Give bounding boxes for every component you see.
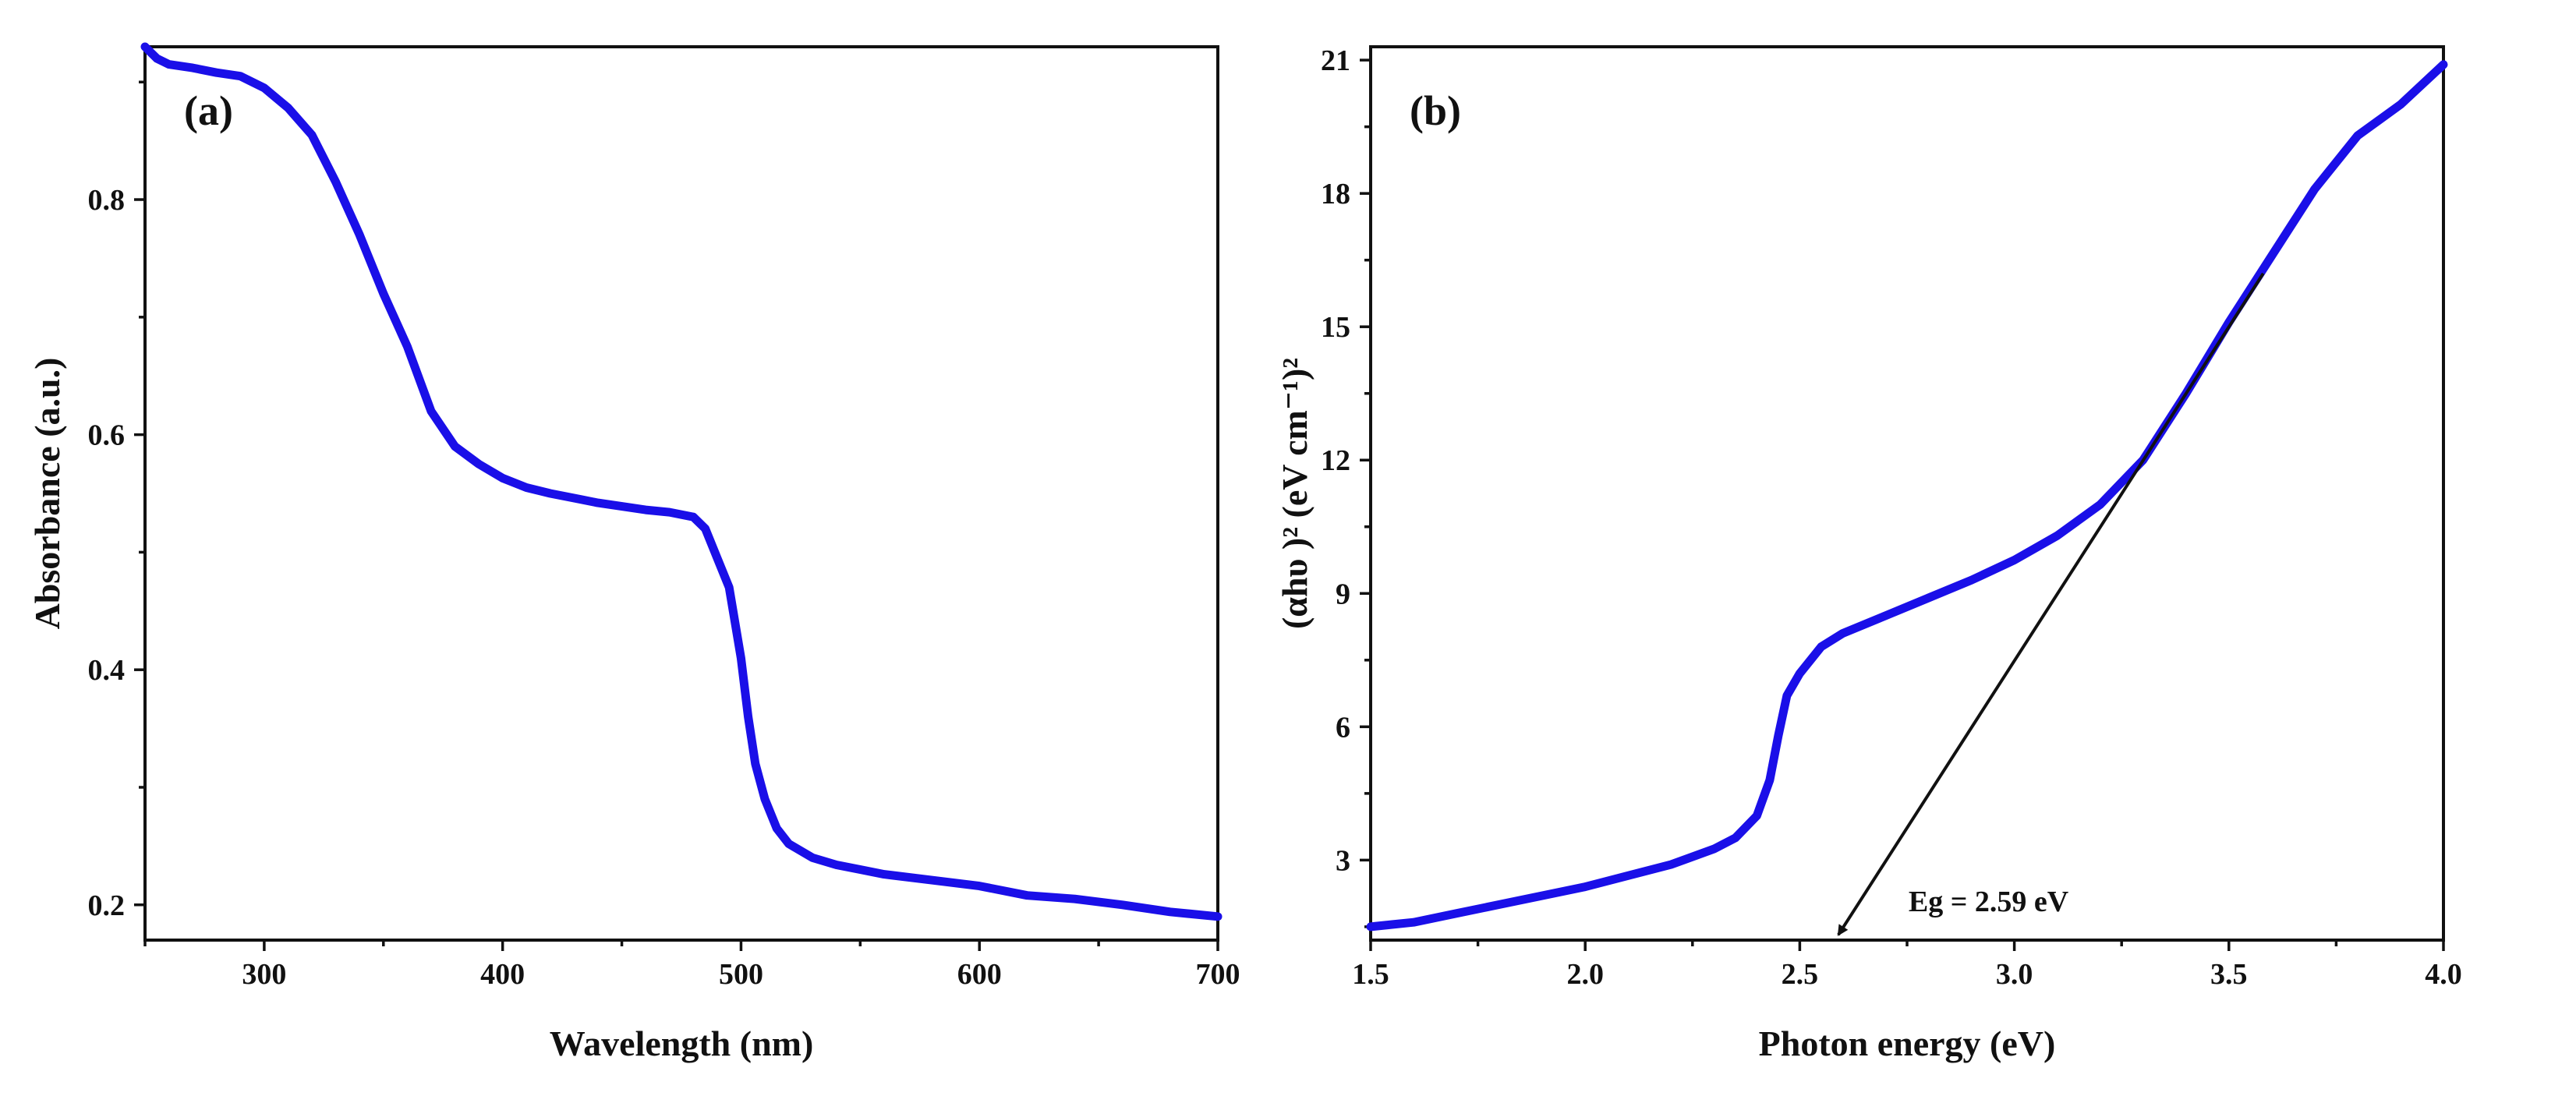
y-tick-label: 9 — [1336, 578, 1350, 610]
x-tick-label: 700 — [1196, 958, 1240, 991]
panel-b-y-ticks: 3 6 9 12 15 18 21 — [1321, 44, 1371, 928]
panel-a-x-ticks: 300 400 500 600 700 — [143, 940, 1240, 991]
x-tick-label: 500 — [719, 958, 763, 991]
x-tick-label: 300 — [242, 958, 286, 991]
panel-a-plot-frame — [143, 45, 1219, 942]
y-tick-label: 3 — [1336, 844, 1350, 877]
x-tick-label: 2.5 — [1782, 958, 1819, 991]
panel-b-chart: 1.5 2.0 2.5 3.0 3.5 4.0 3 6 9 12 15 18 21 Eg = 2.59… — [1275, 44, 2462, 1063]
panel-b-tauc-curve — [1366, 60, 2448, 932]
x-tick-label: 1.5 — [1352, 958, 1389, 991]
panel-b-x-ticks: 1.5 2.0 2.5 3.0 3.5 4.0 — [1352, 940, 2462, 991]
panel-a-absorbance-curve — [140, 42, 1223, 921]
panel-b-bandgap-extrapolation-arrow — [1837, 272, 2265, 936]
panel-a-x-axis-title: Wavelength (nm) — [550, 1024, 814, 1063]
y-tick-label: 12 — [1321, 444, 1350, 477]
y-tick-label: 0.6 — [88, 419, 126, 452]
y-tick-label: 18 — [1321, 178, 1350, 210]
x-tick-label: 600 — [957, 958, 1002, 991]
panel-b-bandgap-annotation: Eg = 2.59 eV — [1909, 886, 2069, 918]
panel-b-y-axis-title: (αhυ )² (eV cm⁻¹)² — [1275, 358, 1315, 629]
y-tick-label: 6 — [1336, 711, 1350, 744]
panel-b-label: (b) — [1410, 87, 1461, 134]
y-tick-label: 15 — [1321, 311, 1350, 344]
x-tick-label: 2.0 — [1566, 958, 1604, 991]
y-tick-label: 0.2 — [88, 889, 126, 922]
panel-a-label: (a) — [184, 87, 233, 134]
panel-a-y-ticks: 0.2 0.4 0.6 0.8 — [88, 80, 145, 922]
panel-b-plot-frame — [1369, 45, 2445, 942]
panel-a-chart: 300 400 500 600 700 0.2 0.4 0.6 0.8 (a) Wavelen… — [27, 42, 1240, 1063]
panel-b-x-axis-title: Photon energy (eV) — [1759, 1024, 2056, 1063]
y-tick-label: 0.4 — [88, 654, 126, 687]
x-tick-label: 4.0 — [2425, 958, 2462, 991]
panel-a-y-axis-title: Absorbance (a.u.) — [27, 358, 67, 630]
x-tick-label: 400 — [480, 958, 525, 991]
y-tick-label: 0.8 — [88, 184, 126, 217]
x-tick-label: 3.0 — [1996, 958, 2033, 991]
y-tick-label: 21 — [1321, 44, 1350, 77]
x-tick-label: 3.5 — [2210, 958, 2248, 991]
